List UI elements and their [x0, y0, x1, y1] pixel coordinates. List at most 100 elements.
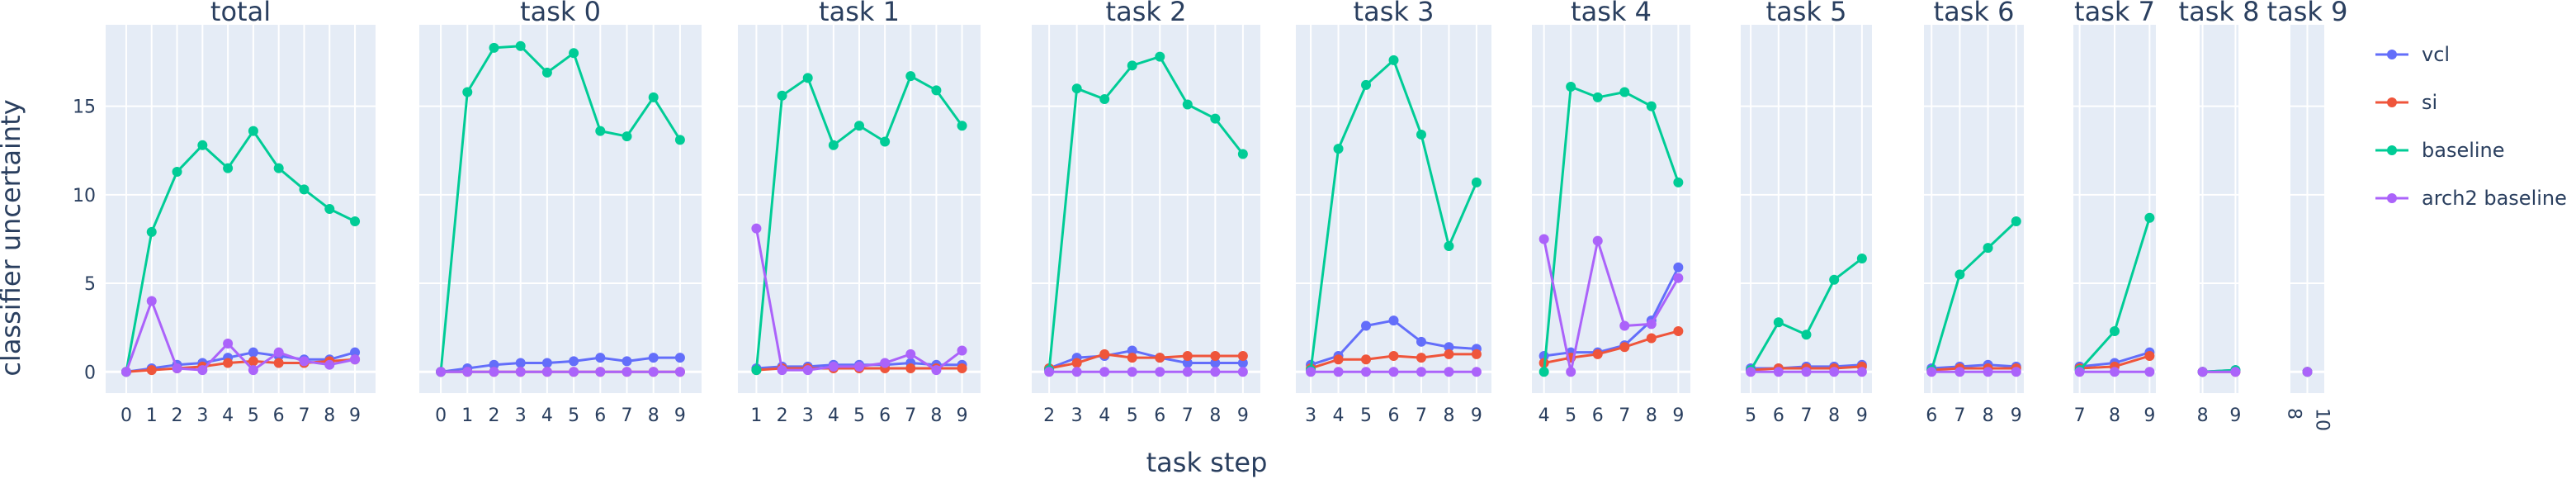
- data-point: [1210, 113, 1221, 124]
- data-point: [1361, 367, 1372, 377]
- data-point: [1566, 82, 1576, 92]
- data-point: [197, 140, 208, 150]
- x-tick-label: 1: [146, 405, 158, 426]
- data-point: [777, 90, 787, 101]
- x-tick-label: 7: [1182, 405, 1193, 426]
- legend-item-vcl: vcl: [2375, 43, 2450, 66]
- x-tick-label: 7: [1954, 405, 1965, 426]
- data-point: [2074, 367, 2085, 377]
- data-point: [1444, 241, 1454, 252]
- x-tick-label: 6: [1592, 405, 1604, 426]
- y-tick-label: 15: [73, 97, 96, 118]
- subplot-title: task 0: [520, 0, 601, 27]
- x-tick-label: 9: [349, 405, 361, 426]
- data-point: [828, 140, 839, 150]
- data-point: [1444, 367, 1454, 377]
- data-point: [1127, 60, 1137, 71]
- data-point: [1983, 243, 1993, 254]
- data-point: [1182, 367, 1193, 377]
- x-tick-label: 4: [1539, 405, 1550, 426]
- subplot-title: task 8: [2179, 0, 2260, 27]
- legend-label: si: [2422, 91, 2437, 114]
- y-tick-label: 5: [84, 274, 96, 295]
- x-tick-label: 9: [1237, 405, 1249, 426]
- data-point: [1237, 367, 1248, 377]
- data-point: [2110, 367, 2120, 377]
- data-point: [462, 87, 473, 97]
- x-tick-label: 8: [2197, 405, 2209, 426]
- subplot-task-4: 4 5 6 7 8 9 task 4: [1532, 0, 1690, 426]
- subplot-task-1: 1 2 3 4 5 6 7 8 9 task 1: [738, 0, 981, 426]
- data-point: [273, 347, 284, 358]
- data-point: [350, 347, 361, 358]
- data-point: [1646, 101, 1657, 111]
- y-tick-label: 10: [73, 186, 96, 206]
- data-point: [273, 163, 284, 173]
- data-point: [1388, 367, 1399, 377]
- data-point: [489, 367, 499, 377]
- x-tick-label: 8: [1443, 405, 1454, 426]
- x-tick-label: 3: [515, 405, 527, 426]
- legend-marker: [2387, 193, 2397, 203]
- data-point: [1333, 367, 1344, 377]
- data-point: [223, 338, 234, 349]
- x-tick-label: 0: [121, 405, 132, 426]
- data-point: [2230, 367, 2241, 377]
- legend-marker: [2387, 50, 2397, 59]
- x-tick-label: 5: [1127, 405, 1138, 426]
- x-tick-label: 8: [1828, 405, 1840, 426]
- data-point: [1155, 51, 1165, 62]
- x-tick-label: 8: [2283, 408, 2304, 420]
- x-tick-label: 1: [461, 405, 473, 426]
- data-point: [569, 367, 579, 377]
- data-point: [1127, 353, 1137, 363]
- data-point: [1333, 354, 1344, 365]
- data-point: [248, 356, 258, 367]
- x-tick-label: 5: [1745, 405, 1756, 426]
- data-point: [248, 347, 258, 358]
- data-point: [1746, 367, 1756, 377]
- series-baseline: [1306, 55, 1482, 376]
- data-point: [541, 367, 552, 377]
- x-tick-label: 6: [1388, 405, 1400, 426]
- data-point: [569, 48, 579, 59]
- series-line: [1931, 363, 2016, 370]
- data-point: [1673, 177, 1684, 187]
- subplot-task-2: 2 3 4 5 6 7 8 9 task 2: [1032, 0, 1260, 426]
- data-point: [1471, 367, 1482, 377]
- data-point: [931, 85, 942, 96]
- series-line: [1931, 367, 2016, 372]
- data-point: [1619, 87, 1630, 97]
- x-tick-label: 5: [1565, 405, 1576, 426]
- data-point: [957, 363, 967, 373]
- data-point: [1210, 350, 1221, 361]
- data-point: [1856, 254, 1867, 264]
- data-point: [802, 365, 813, 376]
- data-point: [1619, 320, 1630, 331]
- x-tick-label: 8: [1646, 405, 1657, 426]
- x-tick-label: 2: [777, 405, 788, 426]
- x-tick-label: 8: [2109, 405, 2120, 426]
- data-point: [622, 356, 632, 367]
- data-point: [674, 367, 685, 377]
- x-tick-label: 8: [324, 405, 335, 426]
- x-tick-label: 6: [1926, 405, 1937, 426]
- x-tick-label: 3: [1305, 405, 1316, 426]
- x-tick-label: 8: [1983, 405, 1994, 426]
- data-point: [1592, 349, 1603, 359]
- data-point: [1361, 79, 1372, 90]
- x-tick-label: 9: [1672, 405, 1684, 426]
- data-point: [674, 353, 685, 363]
- series-arch2-baseline: [2302, 367, 2313, 377]
- x-tick-label: 3: [802, 405, 814, 426]
- legend-item-si: si: [2375, 91, 2437, 114]
- data-point: [2110, 325, 2120, 336]
- series-baseline: [1539, 82, 1684, 377]
- x-tick-label: 7: [1619, 405, 1630, 426]
- data-point: [2144, 350, 2155, 361]
- data-point: [1592, 92, 1603, 102]
- data-point: [1306, 367, 1316, 377]
- series-line: [125, 130, 356, 372]
- data-point: [146, 226, 157, 237]
- x-tick-label: 9: [1856, 405, 1868, 426]
